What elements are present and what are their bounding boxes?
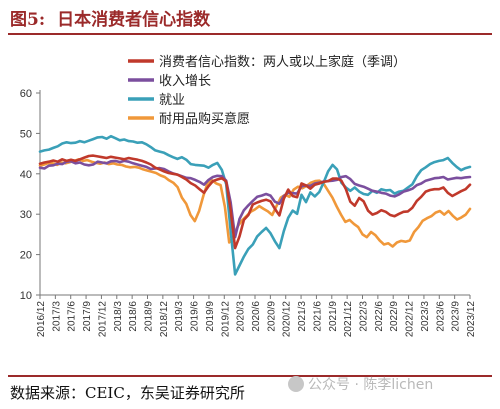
x-tick-label: 2017/9 <box>82 301 93 332</box>
legend-label-1: 收入增长 <box>159 74 211 89</box>
x-tick-label: 2018/6 <box>128 301 139 332</box>
series-line-1 <box>38 159 472 239</box>
wechat-icon <box>288 376 304 392</box>
watermark-text: 公众号 · 陈李lichen <box>308 377 434 393</box>
watermark: 公众号 · 陈李lichen <box>288 374 433 394</box>
figure-title-text: 日本消费者信心指数 <box>57 10 211 30</box>
x-tick-label: 2021/6 <box>312 301 323 332</box>
y-tick-label: 60 <box>20 88 32 100</box>
figure-title: 图5: 日本消费者信心指数 <box>10 5 210 30</box>
x-tick-label: 2022/6 <box>374 301 385 332</box>
x-tick-label: 2021/12 <box>343 301 354 338</box>
x-tick-label: 2023/3 <box>420 301 431 332</box>
y-tick-label: 10 <box>20 290 32 302</box>
x-tick-label: 2023/6 <box>435 301 446 332</box>
x-tick-label: 2020/3 <box>236 301 247 332</box>
x-tick-label: 2019/6 <box>190 301 201 332</box>
line-chart: 10 20 30 40 50 60 2016/12 2017/3 2017/6 2017/9 201… <box>20 54 477 338</box>
series-line-3 <box>38 158 472 248</box>
figure-label: 图5: <box>10 10 46 30</box>
x-tick-label: 2023/12 <box>466 301 477 338</box>
x-tick-label: 2018/12 <box>159 301 170 338</box>
legend-label-3: 耐用品购买意愿 <box>159 111 250 127</box>
x-tick-label: 2017/6 <box>67 301 78 332</box>
x-tick-label: 2023/9 <box>451 301 462 332</box>
x-tick-label: 2020/9 <box>266 301 277 332</box>
x-tick-label: 2018/3 <box>113 301 124 332</box>
x-tick-label: 2017/3 <box>51 301 62 332</box>
x-tick-label: 2019/3 <box>174 301 185 332</box>
legend-label-2: 就业 <box>159 93 185 108</box>
series-line-2 <box>38 134 472 276</box>
y-tick-label: 50 <box>20 128 32 140</box>
x-tick-label: 2021/9 <box>328 301 339 332</box>
x-tick-label: 2022/9 <box>389 301 400 332</box>
x-tick-label: 2019/12 <box>220 301 231 338</box>
x-tick-label: 2020/6 <box>251 301 262 332</box>
x-tick-label: 2022/3 <box>359 301 370 332</box>
x-tick-label: 2022/12 <box>405 301 416 338</box>
x-tick-label: 2017/12 <box>97 301 108 338</box>
y-tick-label: 20 <box>20 250 32 262</box>
x-tick-label: 2020/12 <box>282 301 293 338</box>
x-tick-label: 2018/9 <box>144 301 155 332</box>
series-line-0 <box>38 154 472 250</box>
title-rule <box>8 33 492 35</box>
source-rule <box>8 375 492 377</box>
x-tick-label: 2019/9 <box>205 301 216 332</box>
x-tick-label: 2016/12 <box>36 301 47 338</box>
legend-label-0: 消费者信心指数：两人或以上家庭（季调） <box>159 54 406 70</box>
y-tick-label: 30 <box>20 209 32 221</box>
y-tick-label: 40 <box>20 169 32 181</box>
x-tick-label: 2021/3 <box>297 301 308 332</box>
source-note: 数据来源：CEIC，东吴证券研究所 <box>10 384 245 402</box>
